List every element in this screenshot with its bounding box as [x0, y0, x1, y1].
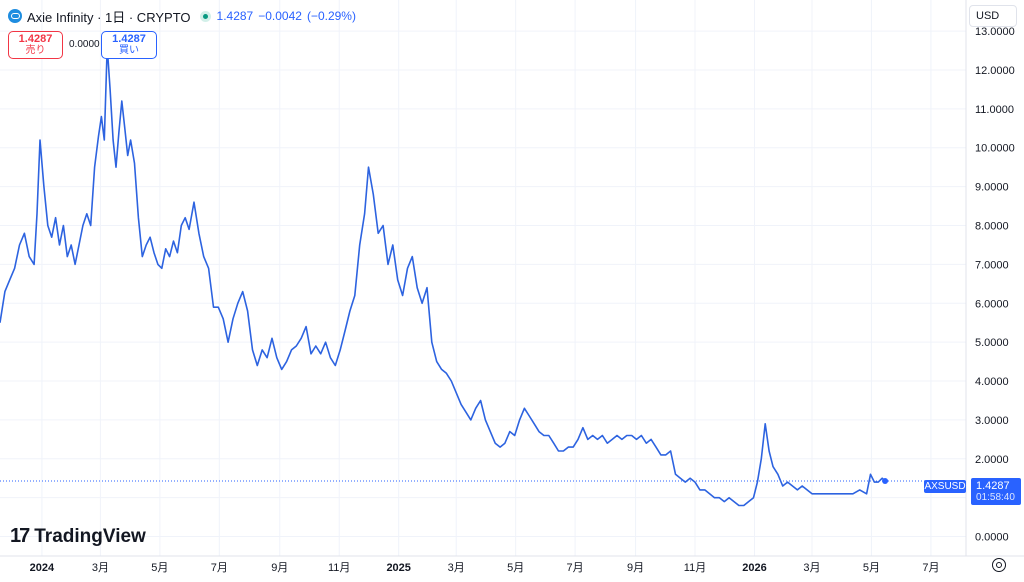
y-tick-label: 8.0000 [975, 221, 1009, 233]
y-tick-label: 7.0000 [975, 259, 1009, 271]
last-price-dot [882, 478, 889, 485]
x-tick-label: 5月 [863, 562, 880, 574]
y-tick-label: 9.0000 [975, 182, 1009, 194]
x-tick-label: 9月 [271, 562, 288, 574]
last-price-tag: 1.4287 01:58:40 [971, 478, 1021, 505]
market-status-icon[interactable] [199, 10, 211, 22]
x-tick-label: 7月 [922, 562, 939, 574]
x-tick-label: 11月 [328, 562, 350, 574]
x-tick-label: 5月 [507, 562, 524, 574]
y-tick-label: 3.0000 [975, 415, 1009, 427]
tradingview-logo[interactable]: 17 TradingView [10, 525, 146, 548]
buy-label: 買い [119, 45, 139, 56]
settings-icon[interactable] [992, 558, 1006, 572]
buy-button[interactable]: 1.4287 買い [101, 31, 157, 59]
x-tick-label: 7月 [211, 562, 228, 574]
tradingview-mark-icon: 17 [10, 525, 30, 547]
spread-value: 0.0000 [69, 39, 100, 50]
x-tick-label: 11月 [684, 562, 706, 574]
tradingview-wordmark: TradingView [34, 525, 146, 547]
symbol-header: Axie Infinity · 1日 · CRYPTO 1.4287 −0.00… [8, 7, 361, 25]
y-tick-label: 6.0000 [975, 298, 1009, 310]
x-tick-label: 2024 [30, 562, 55, 574]
x-tick-label: 2025 [386, 562, 410, 574]
x-tick-label: 3月 [803, 562, 820, 574]
sell-button[interactable]: 1.4287 売り [8, 31, 63, 59]
symbol-title[interactable]: Axie Infinity · 1日 · CRYPTO [27, 9, 191, 25]
time-axis[interactable]: 2024 3月 5月 7月 9月 11月 2025 3月 5月 7月 9月 11月 2026 3月 5月 7月 [30, 562, 940, 574]
x-tick-label: 2026 [742, 562, 766, 574]
axie-logo-icon [8, 9, 22, 23]
quote-price: 1.4287 [216, 9, 254, 23]
price-axis[interactable]: 0.00001.00002.00003.00004.00005.00006.00… [975, 26, 1015, 543]
price-series-line [0, 45, 886, 507]
y-tick-label: 10.0000 [975, 143, 1015, 155]
quote-change: −0.0042 [258, 9, 302, 23]
y-tick-label: 0.0000 [975, 532, 1009, 544]
x-tick-label: 3月 [92, 562, 109, 574]
sell-label: 売り [25, 45, 46, 56]
bar-countdown: 01:58:40 [976, 491, 1015, 503]
symbol-price-label: AXSUSD [924, 480, 966, 493]
x-tick-label: 3月 [448, 562, 465, 574]
quote-change-percent: (−0.29%) [306, 9, 356, 23]
y-tick-label: 4.0000 [975, 376, 1009, 388]
last-price-value: 1.4287 [976, 479, 1010, 492]
x-tick-label: 5月 [151, 562, 168, 574]
y-tick-label: 11.0000 [975, 104, 1014, 116]
y-tick-label: 2.0000 [975, 454, 1009, 466]
chart-grid [0, 0, 966, 556]
y-tick-label: 5.0000 [975, 337, 1009, 349]
sell-price: 1.4287 [18, 33, 53, 45]
x-tick-label: 9月 [627, 562, 644, 574]
currency-button[interactable]: USD [969, 5, 1017, 27]
y-tick-label: 13.0000 [975, 26, 1015, 38]
x-tick-label: 7月 [567, 562, 584, 574]
buy-price: 1.4287 [112, 33, 146, 45]
y-tick-label: 12.0000 [975, 65, 1015, 77]
